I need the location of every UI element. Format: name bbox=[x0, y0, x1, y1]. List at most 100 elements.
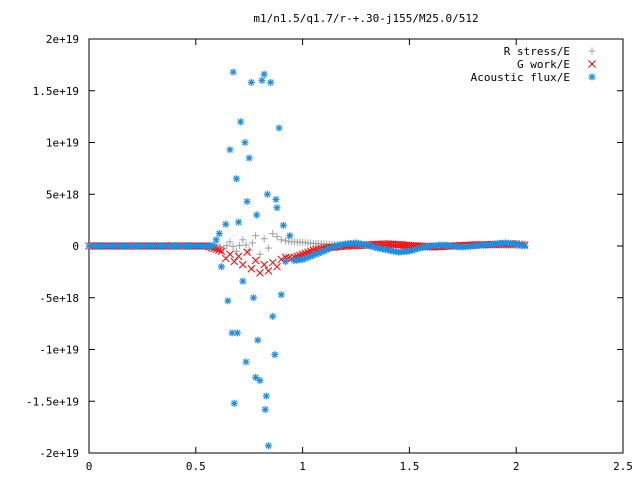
marker-stroke bbox=[366, 242, 373, 249]
data-point bbox=[217, 247, 226, 256]
y-tick-label: -1.5e+19 bbox=[26, 395, 79, 408]
data-point bbox=[256, 269, 264, 277]
data-point bbox=[263, 190, 271, 198]
marker-stroke bbox=[269, 313, 276, 320]
data-point bbox=[215, 246, 223, 255]
marker-stroke bbox=[254, 337, 261, 344]
marker-stroke bbox=[278, 291, 285, 298]
legend-marker-r-stress-e bbox=[588, 47, 596, 55]
marker-stroke bbox=[233, 175, 240, 182]
marker-stroke bbox=[260, 260, 269, 269]
marker-stroke bbox=[218, 263, 225, 270]
x-tick-label: 0 bbox=[86, 460, 93, 473]
marker-stroke bbox=[213, 236, 220, 243]
marker-stroke bbox=[588, 73, 596, 81]
x-tick-label: 1.5 bbox=[399, 460, 419, 473]
marker-stroke bbox=[224, 297, 231, 304]
marker-stroke bbox=[515, 241, 523, 248]
legend-marker-acoustic-flux-e bbox=[588, 73, 596, 81]
data-point bbox=[215, 230, 223, 238]
y-tick-label: 0 bbox=[72, 240, 79, 253]
marker-stroke bbox=[252, 374, 259, 381]
data-point bbox=[245, 154, 253, 162]
legend-label-g-work-e: G work/E bbox=[517, 58, 570, 71]
data-point bbox=[261, 406, 269, 414]
legend-label-acoustic-flux-e: Acoustic flux/E bbox=[471, 71, 570, 84]
data-point bbox=[239, 236, 247, 244]
data-point bbox=[237, 118, 245, 126]
data-point bbox=[251, 256, 260, 265]
data-point bbox=[248, 239, 256, 247]
marker-stroke bbox=[262, 406, 269, 413]
data-point bbox=[273, 262, 281, 271]
marker-stroke bbox=[273, 262, 281, 271]
data-point bbox=[242, 241, 250, 249]
marker-stroke bbox=[256, 377, 263, 384]
marker-stroke bbox=[242, 358, 250, 365]
marker-stroke bbox=[256, 269, 264, 277]
marker-stroke bbox=[368, 243, 376, 250]
marker-stroke bbox=[226, 146, 234, 153]
data-point bbox=[241, 139, 249, 146]
y-tick-label: -1e+19 bbox=[39, 344, 79, 357]
chart-title: m1/n1.5/q1.7/r-+.30-j155/M25.0/512 bbox=[253, 12, 478, 25]
data-point bbox=[262, 392, 270, 400]
marker-stroke bbox=[244, 198, 251, 205]
data-point bbox=[269, 230, 277, 238]
data-point bbox=[285, 237, 293, 245]
marker-stroke bbox=[215, 246, 223, 255]
data-point bbox=[249, 294, 257, 302]
marker-stroke bbox=[363, 241, 370, 249]
data-point bbox=[212, 236, 220, 244]
x-tick-label: 1 bbox=[299, 460, 306, 473]
marker-stroke bbox=[513, 240, 520, 247]
data-point bbox=[256, 377, 264, 385]
y-tick-label: 2e+19 bbox=[46, 33, 79, 46]
data-point bbox=[222, 220, 230, 228]
data-point bbox=[230, 399, 238, 407]
marker-stroke bbox=[261, 71, 268, 78]
data-point bbox=[521, 242, 529, 250]
data-point bbox=[273, 233, 281, 241]
marker-stroke bbox=[250, 294, 257, 301]
data-point bbox=[226, 146, 234, 154]
x-tick-label: 0.5 bbox=[186, 460, 206, 473]
marker-stroke bbox=[248, 79, 255, 86]
marker-stroke bbox=[229, 329, 236, 336]
marker-stroke bbox=[267, 79, 274, 86]
data-point bbox=[234, 252, 243, 261]
marker-stroke bbox=[282, 258, 289, 265]
data-point bbox=[230, 257, 239, 266]
data-point bbox=[238, 260, 247, 269]
marker-stroke bbox=[264, 266, 273, 275]
marker-stroke bbox=[222, 221, 229, 228]
marker-stroke bbox=[518, 242, 525, 249]
legend-label-r-stress-e: R stress/E bbox=[504, 45, 570, 58]
marker-stroke bbox=[246, 154, 253, 162]
marker-stroke bbox=[280, 222, 287, 229]
data-point bbox=[224, 297, 232, 305]
marker-stroke bbox=[237, 118, 244, 125]
data-point bbox=[254, 336, 262, 344]
data-point bbox=[242, 358, 250, 366]
marker-stroke bbox=[239, 278, 246, 285]
data-point bbox=[275, 124, 283, 132]
axes-layer: 0 0.5 1 1.5 2 2.5 -2e+19 -1.5e+19 -1e+19 -5e+18 0 5… bbox=[26, 33, 633, 473]
marker-stroke bbox=[209, 242, 216, 250]
marker-stroke bbox=[212, 245, 221, 254]
data-point bbox=[226, 250, 234, 259]
data-point bbox=[252, 232, 260, 240]
y-tick-label: 5e+18 bbox=[46, 188, 79, 201]
data-point bbox=[226, 238, 234, 246]
data-point bbox=[273, 204, 281, 212]
marker-stroke bbox=[258, 77, 266, 84]
data-point bbox=[269, 312, 277, 320]
marker-stroke bbox=[268, 258, 277, 267]
marker-stroke bbox=[273, 204, 281, 211]
data-point bbox=[247, 264, 256, 273]
marker-stroke bbox=[276, 124, 283, 132]
data-point bbox=[264, 266, 273, 275]
marker-stroke bbox=[234, 329, 241, 336]
